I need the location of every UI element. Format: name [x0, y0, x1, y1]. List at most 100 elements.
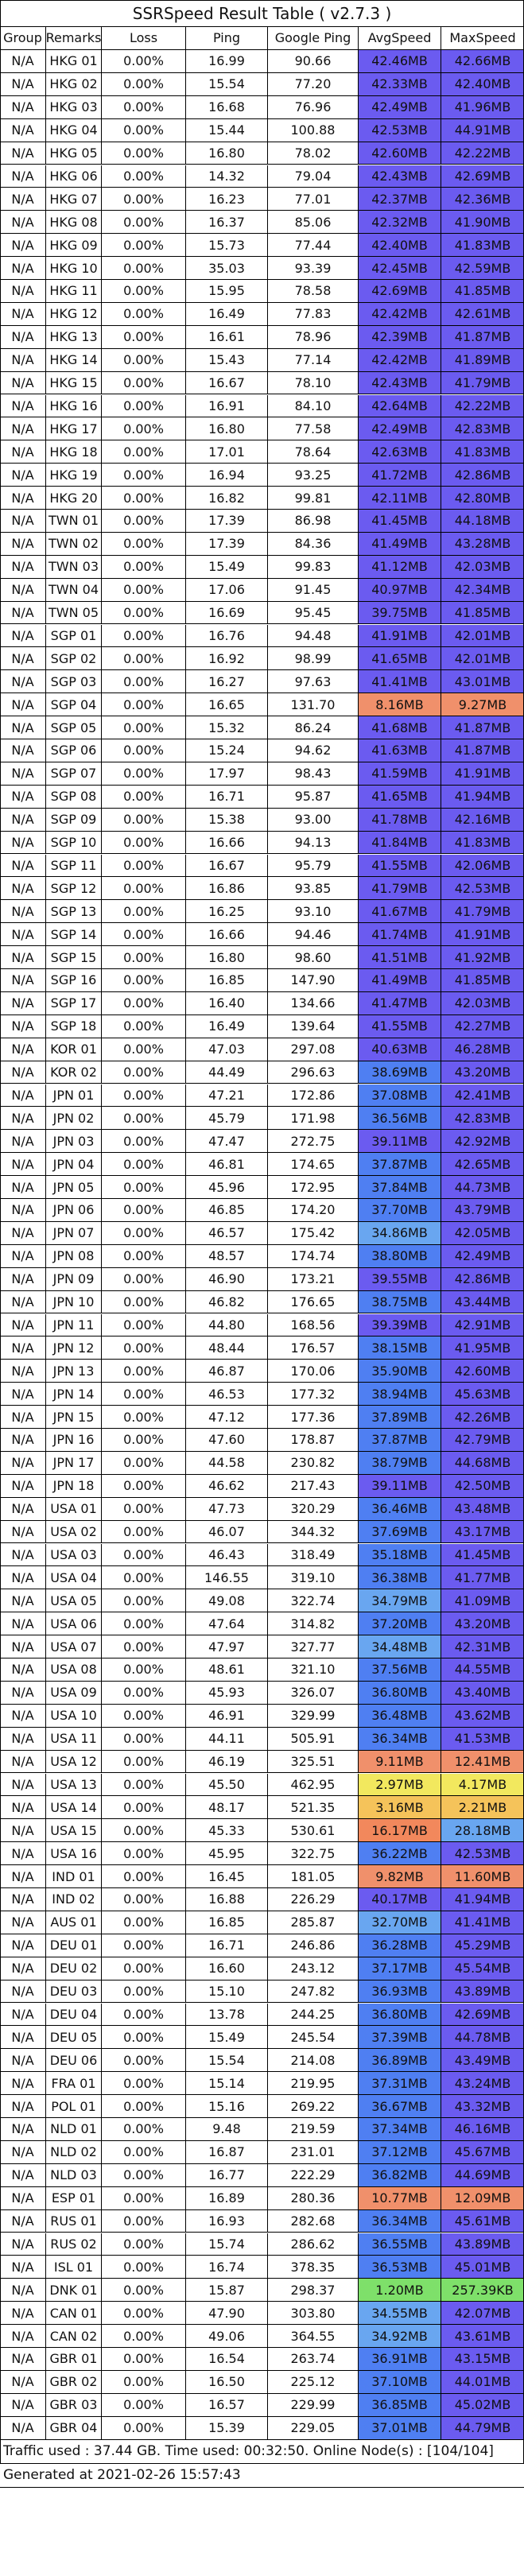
- cell-max-speed: 41.83MB: [441, 831, 524, 854]
- table-row: N/A SGP 12 0.00% 16.86 93.85 41.79MB 42.53MB: [0, 877, 524, 901]
- cell-loss: 0.00%: [102, 1429, 186, 1451]
- cell-ping: 45.93: [186, 1681, 268, 1704]
- table-row: N/A JPN 18 0.00% 46.62 217.43 39.11MB 42.50MB: [0, 1474, 524, 1498]
- column-header-max-speed: MaxSpeed: [449, 30, 516, 46]
- cell-group: N/A: [0, 1429, 46, 1451]
- cell-max-speed: 42.80MB: [441, 487, 524, 509]
- cell-group: N/A: [0, 1750, 46, 1773]
- cell-ping: 17.39: [186, 510, 268, 532]
- cell-loss: 0.00%: [102, 142, 186, 165]
- table-row: N/A USA 04 0.00% 146.55 319.10 36.38MB 41.77MB: [0, 1566, 524, 1590]
- cell-ping: 17.39: [186, 532, 268, 555]
- cell-group: N/A: [0, 280, 46, 302]
- cell-group: N/A: [0, 831, 46, 854]
- cell-google-ping: 174.74: [268, 1244, 359, 1267]
- cell-remarks: USA 04: [46, 1566, 102, 1589]
- cell-ping: 16.60: [186, 1957, 268, 1980]
- cell-max-speed: 43.61MB: [441, 2325, 524, 2347]
- cell-remarks: USA 12: [46, 1750, 102, 1773]
- cell-group: N/A: [0, 670, 46, 693]
- cell-loss: 0.00%: [102, 257, 186, 279]
- cell-max-speed: 42.05MB: [441, 1221, 524, 1244]
- cell-loss: 0.00%: [102, 2370, 186, 2393]
- cell-google-ping: 98.43: [268, 762, 359, 785]
- cell-group: N/A: [0, 2026, 46, 2049]
- cell-google-ping: 521.35: [268, 1796, 359, 1819]
- cell-avg-speed: 42.42MB: [359, 302, 441, 325]
- cell-google-ping: 174.65: [268, 1153, 359, 1176]
- cell-max-speed: 2.21MB: [441, 1796, 524, 1819]
- cell-remarks: SGP 04: [46, 693, 102, 716]
- cell-google-ping: 93.85: [268, 877, 359, 900]
- cell-remarks: KOR 02: [46, 1061, 102, 1084]
- cell-ping: 47.90: [186, 2302, 268, 2325]
- cell-loss: 0.00%: [102, 555, 186, 578]
- cell-google-ping: 77.44: [268, 234, 359, 257]
- cell-remarks: HKG 07: [46, 188, 102, 211]
- cell-remarks: JPN 12: [46, 1336, 102, 1360]
- cell-ping: 46.43: [186, 1543, 268, 1566]
- cell-ping: 16.85: [186, 1911, 268, 1934]
- cell-avg-speed: 38.79MB: [359, 1451, 441, 1474]
- cell-remarks: SGP 02: [46, 647, 102, 670]
- cell-group: N/A: [0, 257, 46, 279]
- cell-loss: 0.00%: [102, 670, 186, 693]
- cell-ping: 46.91: [186, 1704, 268, 1727]
- cell-loss: 0.00%: [102, 371, 186, 394]
- cell-group: N/A: [0, 1244, 46, 1267]
- cell-loss: 0.00%: [102, 348, 186, 371]
- cell-loss: 0.00%: [102, 923, 186, 946]
- cell-group: N/A: [0, 2393, 46, 2416]
- cell-ping: 13.78: [186, 2003, 268, 2026]
- cell-google-ping: 378.35: [268, 2256, 359, 2279]
- cell-max-speed: 43.79MB: [441, 1199, 524, 1221]
- cell-avg-speed: 41.84MB: [359, 831, 441, 854]
- cell-google-ping: 303.80: [268, 2302, 359, 2325]
- table-row: N/A JPN 17 0.00% 44.58 230.82 38.79MB 44.68MB: [0, 1451, 524, 1475]
- table-row: N/A USA 09 0.00% 45.93 326.07 36.80MB 43.40MB: [0, 1681, 524, 1705]
- cell-google-ping: 93.25: [268, 464, 359, 487]
- cell-remarks: DEU 02: [46, 1957, 102, 1980]
- cell-max-speed: 45.29MB: [441, 1934, 524, 1957]
- cell-avg-speed: 37.84MB: [359, 1176, 441, 1198]
- cell-avg-speed: 41.55MB: [359, 854, 441, 877]
- cell-remarks: SGP 10: [46, 831, 102, 854]
- cell-avg-speed: 41.41MB: [359, 670, 441, 693]
- cell-remarks: TWN 05: [46, 601, 102, 624]
- cell-avg-speed: 42.11MB: [359, 487, 441, 509]
- cell-google-ping: 93.00: [268, 808, 359, 831]
- table-row: N/A GBR 04 0.00% 15.39 229.05 37.01MB 44.79MB: [0, 2416, 524, 2440]
- cell-remarks: USA 14: [46, 1796, 102, 1819]
- cell-loss: 0.00%: [102, 1727, 186, 1750]
- cell-google-ping: 90.66: [268, 50, 359, 72]
- cell-max-speed: 43.48MB: [441, 1497, 524, 1520]
- cell-group: N/A: [0, 118, 46, 142]
- cell-ping: 46.82: [186, 1290, 268, 1313]
- cell-max-speed: 42.07MB: [441, 2302, 524, 2325]
- cell-group: N/A: [0, 2370, 46, 2393]
- cell-ping: 46.07: [186, 1520, 268, 1543]
- cell-ping: 16.49: [186, 302, 268, 325]
- cell-group: N/A: [0, 1221, 46, 1244]
- cell-remarks: HKG 16: [46, 394, 102, 417]
- cell-group: N/A: [0, 1336, 46, 1360]
- cell-loss: 0.00%: [102, 2233, 186, 2256]
- cell-ping: 15.16: [186, 2095, 268, 2117]
- cell-avg-speed: 42.40MB: [359, 234, 441, 257]
- cell-google-ping: 76.96: [268, 95, 359, 118]
- table-row: N/A USA 08 0.00% 48.61 321.10 37.56MB 44.55MB: [0, 1658, 524, 1682]
- table-row: N/A GBR 02 0.00% 16.50 225.12 37.10MB 44.01MB: [0, 2370, 524, 2394]
- cell-ping: 16.66: [186, 831, 268, 854]
- table-row: N/A HKG 01 0.00% 16.99 90.66 42.46MB 42.66MB: [0, 50, 524, 73]
- table-row: N/A USA 06 0.00% 47.64 314.82 37.20MB 43.20MB: [0, 1612, 524, 1636]
- cell-group: N/A: [0, 1084, 46, 1107]
- table-row: N/A USA 12 0.00% 46.19 325.51 9.11MB 12.41MB: [0, 1750, 524, 1774]
- cell-remarks: JPN 07: [46, 1221, 102, 1244]
- cell-google-ping: 131.70: [268, 693, 359, 716]
- cell-remarks: DEU 05: [46, 2026, 102, 2049]
- table-row: N/A CAN 01 0.00% 47.90 303.80 34.55MB 42.07MB: [0, 2302, 524, 2326]
- cell-google-ping: 95.79: [268, 854, 359, 877]
- table-row: N/A HKG 07 0.00% 16.23 77.01 42.37MB 42.36MB: [0, 188, 524, 211]
- cell-group: N/A: [0, 1267, 46, 1290]
- cell-avg-speed: 36.89MB: [359, 2049, 441, 2072]
